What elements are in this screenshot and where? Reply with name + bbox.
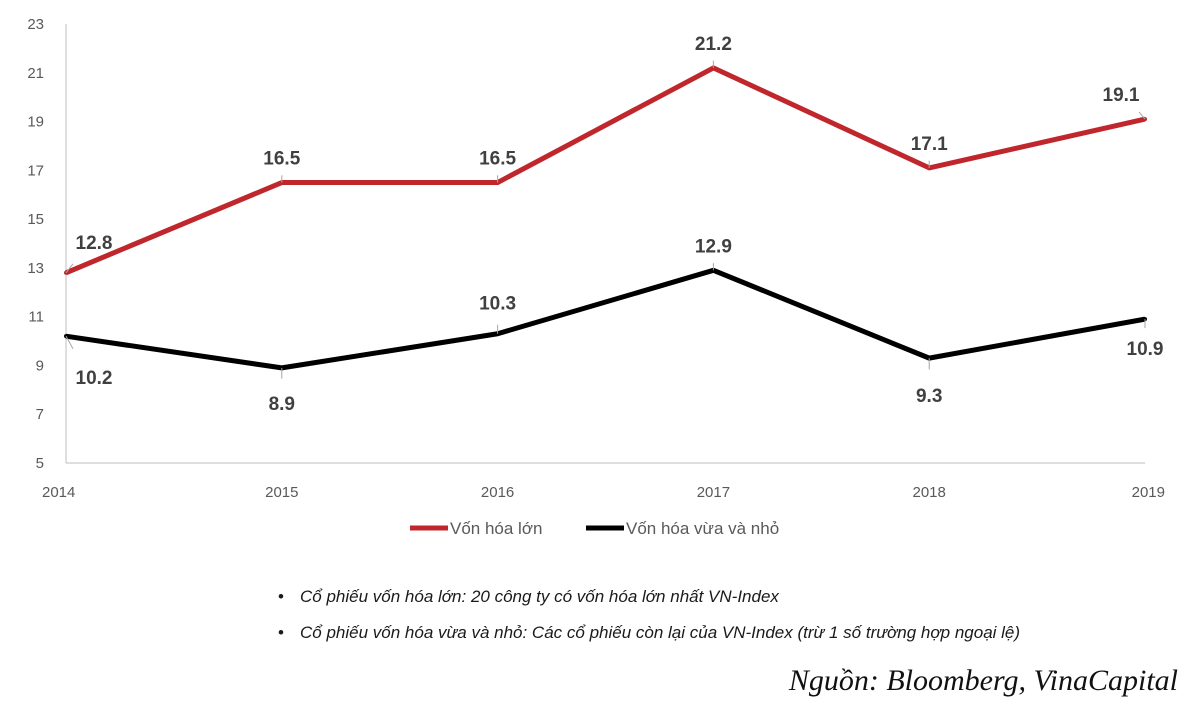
data-label: 10.9 [1127,339,1164,360]
y-tick-label: 15 [27,211,44,228]
y-tick-label: 23 [27,16,44,33]
y-tick-label: 9 [36,357,44,374]
series-line-1 [65,267,1146,371]
note-large-cap: Cổ phiếu vốn hóa lớn: 20 công ty có vốn … [278,586,1020,622]
data-label: 16.5 [479,149,516,170]
data-label: 9.3 [916,386,942,407]
source-text: Nguồn: Bloomberg, VinaCapital [788,664,1178,697]
y-tick-label: 11 [28,309,44,326]
data-label: 10.3 [479,294,516,315]
data-label: 10.2 [76,368,113,389]
data-label: 8.9 [269,394,295,415]
y-tick-label: 5 [36,455,44,472]
line-chart: 5 7 9 11 13 15 17 19 21 23 2014 2015 2016 2017 2018 20… [27,16,1165,538]
data-label: 19.1 [1103,85,1140,106]
leader-line [65,335,74,350]
data-label: 12.8 [76,233,113,254]
y-tick-label: 17 [27,162,44,179]
notes-list: Cổ phiếu vốn hóa lớn: 20 công ty có vốn … [278,586,1020,658]
x-tick-label: 2014 [42,484,75,501]
series-line-0 [65,65,1146,276]
y-tick-label: 13 [27,260,44,277]
legend-label-1: Vốn hóa vừa và nhỏ [626,519,779,538]
legend-label-0: Vốn hóa lớn [450,519,542,538]
data-label: 12.9 [695,236,732,257]
x-tick-label: 2015 [265,484,298,501]
x-tick-label: 2018 [913,484,946,501]
x-tick-label: 2016 [481,484,514,501]
x-tick-label: 2019 [1132,484,1165,501]
y-tick-label: 7 [36,406,44,423]
data-label: 16.5 [263,149,300,170]
leader-line [65,263,74,274]
note-small-mid-cap: Cổ phiếu vốn hóa vừa và nhỏ: Các cổ phiế… [278,622,1020,658]
data-label: 21.2 [695,34,732,55]
leader-line [1138,111,1146,120]
y-tick-label: 21 [27,65,44,82]
data-label: 17.1 [911,134,948,155]
y-tick-label: 19 [27,114,44,131]
x-tick-label: 2017 [697,484,730,501]
